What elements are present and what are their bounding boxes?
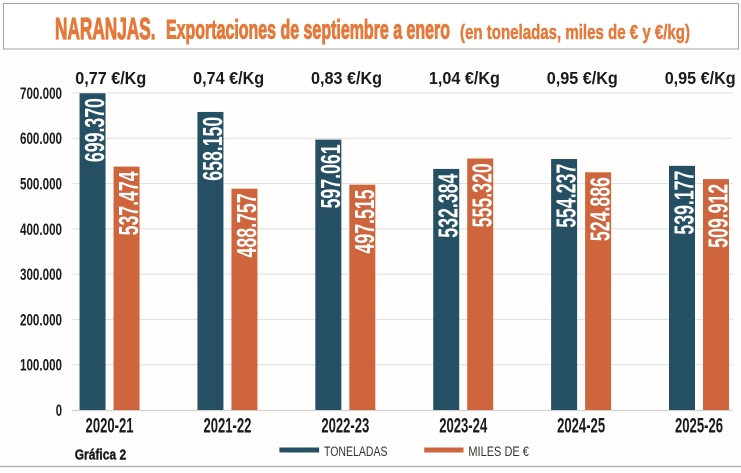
svg-text:0: 0: [56, 401, 62, 420]
svg-text:500.000: 500.000: [20, 175, 62, 194]
svg-text:699.370: 699.370: [79, 98, 110, 162]
svg-text:0,83 €/Kg: 0,83 €/Kg: [311, 68, 382, 88]
svg-text:497.515: 497.515: [349, 190, 380, 254]
svg-text:2024-25: 2024-25: [557, 415, 605, 438]
svg-text:0,74 €/Kg: 0,74 €/Kg: [193, 68, 264, 88]
svg-text:0,95 €/Kg: 0,95 €/Kg: [547, 68, 618, 88]
svg-text:524.886: 524.886: [585, 177, 616, 241]
svg-text:532.384: 532.384: [433, 173, 464, 237]
svg-text:2021-22: 2021-22: [203, 415, 251, 438]
svg-text:100.000: 100.000: [20, 356, 62, 375]
svg-text:Exportaciones de septiembre a: Exportaciones de septiembre a enero: [166, 15, 450, 45]
svg-text:2025-26: 2025-26: [675, 415, 723, 438]
svg-text:2022-23: 2022-23: [321, 415, 369, 438]
svg-text:TONELADAS: TONELADAS: [324, 444, 388, 459]
svg-text:NARANJAS.: NARANJAS.: [55, 12, 156, 46]
svg-text:509.912: 509.912: [703, 184, 734, 248]
svg-text:Gráfica 2: Gráfica 2: [75, 447, 127, 464]
svg-text:(en toneladas, miles de € y €/: (en toneladas, miles de € y €/kg): [460, 21, 690, 44]
svg-text:400.000: 400.000: [20, 220, 62, 239]
svg-text:539.177: 539.177: [669, 171, 700, 235]
svg-text:537.474: 537.474: [113, 171, 144, 235]
svg-text:700.000: 700.000: [20, 84, 62, 103]
svg-text:2020-21: 2020-21: [86, 415, 134, 438]
svg-text:0,77 €/Kg: 0,77 €/Kg: [75, 68, 146, 88]
svg-text:597.061: 597.061: [315, 144, 346, 208]
svg-text:MILES DE €: MILES DE €: [468, 444, 529, 459]
svg-text:2023-24: 2023-24: [439, 415, 487, 438]
svg-text:488.757: 488.757: [231, 193, 262, 257]
svg-text:554.237: 554.237: [551, 164, 582, 228]
svg-text:600.000: 600.000: [20, 129, 62, 148]
svg-text:0,95 €/Kg: 0,95 €/Kg: [665, 68, 736, 88]
svg-text:555.320: 555.320: [467, 163, 498, 227]
svg-text:300.000: 300.000: [20, 265, 62, 284]
svg-text:658.150: 658.150: [197, 117, 228, 181]
svg-text:200.000: 200.000: [20, 310, 62, 329]
svg-text:1,04 €/Kg: 1,04 €/Kg: [429, 68, 500, 88]
